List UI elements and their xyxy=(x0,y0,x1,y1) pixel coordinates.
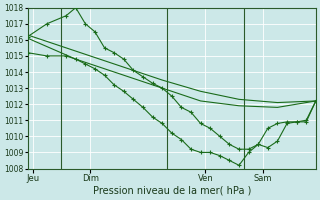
X-axis label: Pression niveau de la mer( hPa ): Pression niveau de la mer( hPa ) xyxy=(92,186,251,196)
